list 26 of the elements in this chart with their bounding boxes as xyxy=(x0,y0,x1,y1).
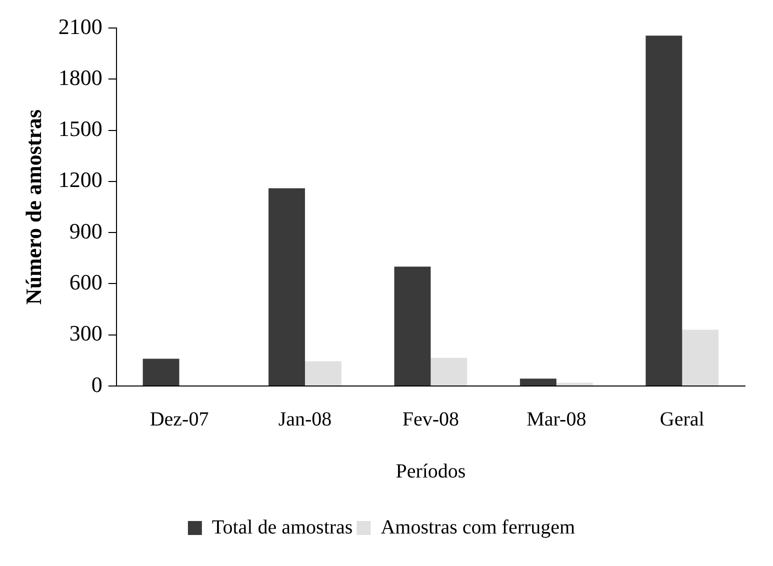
y-tick-label: 300 xyxy=(69,320,102,346)
y-tick-label: 1500 xyxy=(58,116,102,142)
y-tick-label: 2100 xyxy=(58,14,102,39)
bar xyxy=(430,358,468,386)
y-tick-label: 1200 xyxy=(58,167,102,192)
bar xyxy=(520,378,556,386)
x-tick-label: Mar-08 xyxy=(526,408,586,430)
x-tick-label: Jan-08 xyxy=(278,408,332,430)
y-tick-label: 600 xyxy=(69,269,102,294)
x-tick-label: Fev-08 xyxy=(402,408,460,430)
legend-label: Total de amostras xyxy=(212,516,353,538)
y-axis-title: Número de amostras xyxy=(20,109,46,305)
x-tick-label: Geral xyxy=(660,408,705,430)
y-tick-label: 1800 xyxy=(58,64,102,90)
bar xyxy=(556,382,593,386)
bar xyxy=(646,36,682,386)
y-tick-label: 900 xyxy=(69,218,102,244)
y-tick-label: 0 xyxy=(91,372,102,397)
bar xyxy=(142,358,180,386)
x-tick-label: Dez-07 xyxy=(150,408,209,430)
bar xyxy=(268,188,305,386)
bar xyxy=(682,330,719,386)
bar xyxy=(304,361,342,386)
x-axis-title: Períodos xyxy=(396,460,466,482)
legend-label: Amostras com ferrugem xyxy=(380,516,576,538)
bar xyxy=(394,266,431,386)
